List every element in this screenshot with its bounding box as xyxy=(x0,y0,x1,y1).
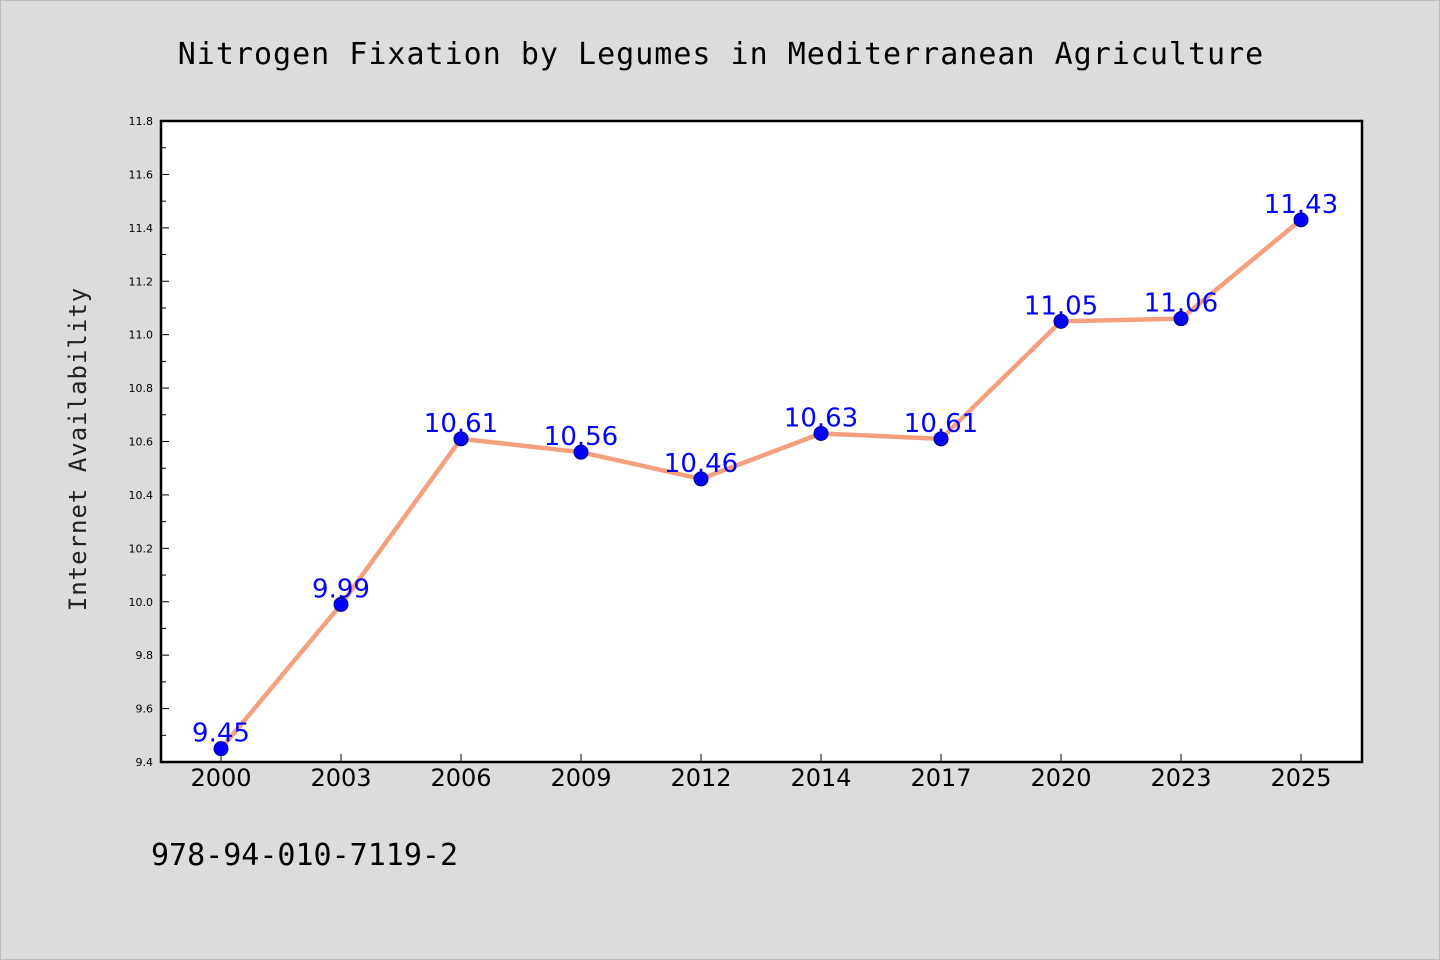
data-label: 10.56 xyxy=(544,422,618,452)
data-labels: 9.45 9.99 10.61 10.56 10.46 10.63 10.61 11.05 11… xyxy=(192,190,1338,749)
y-tick-label: 10.0 xyxy=(129,596,154,609)
data-label: 9.45 xyxy=(192,719,250,749)
x-tick-label: 2020 xyxy=(1030,764,1091,792)
data-label: 11.43 xyxy=(1264,190,1338,220)
y-tick-label: 11.4 xyxy=(129,222,154,235)
plot-frame xyxy=(159,119,1364,764)
y-tick-label: 10.2 xyxy=(129,542,154,555)
y-tick-label: 11.6 xyxy=(129,168,154,181)
data-point xyxy=(573,444,589,460)
data-label: 10.61 xyxy=(904,409,978,439)
data-point xyxy=(813,425,829,441)
x-tick-label: 2017 xyxy=(910,764,971,792)
data-label: 11.06 xyxy=(1144,289,1218,319)
y-tick-label: 10.6 xyxy=(129,436,154,449)
x-tick-label: 2023 xyxy=(1150,764,1211,792)
data-label: 10.46 xyxy=(664,449,738,479)
chart-title: Nitrogen Fixation by Legumes in Mediterr… xyxy=(178,37,1265,72)
data-label: 9.99 xyxy=(312,574,370,604)
y-axis-label: Internet Availability xyxy=(64,287,92,611)
data-point xyxy=(933,431,949,447)
x-axis-ticks: 2000 2003 2006 2009 2012 2014 2017 2020 2023 2025 xyxy=(190,754,1332,792)
plot-area xyxy=(161,121,1362,762)
data-point xyxy=(693,471,709,487)
data-point xyxy=(213,741,229,757)
y-tick-label: 11.8 xyxy=(129,115,154,128)
x-tick-label: 2012 xyxy=(670,764,731,792)
data-label: 11.05 xyxy=(1024,291,1098,321)
x-tick-label: 2003 xyxy=(310,764,371,792)
y-tick-label: 10.4 xyxy=(129,489,154,502)
y-tick-label: 10.8 xyxy=(129,382,154,395)
x-tick-label: 2006 xyxy=(430,764,491,792)
data-point xyxy=(1293,212,1309,228)
y-tick-label: 9.4 xyxy=(136,756,154,769)
y-tick-label: 11.0 xyxy=(129,329,154,342)
data-point xyxy=(1053,313,1069,329)
x-tick-label: 2025 xyxy=(1270,764,1331,792)
data-point xyxy=(1173,311,1189,327)
y-tick-label: 9.6 xyxy=(136,703,154,716)
y-tick-label: 9.8 xyxy=(136,649,154,662)
y-tick-label: 11.2 xyxy=(129,275,154,288)
x-tick-label: 2000 xyxy=(190,764,251,792)
series-line xyxy=(218,217,1304,751)
data-label: 10.61 xyxy=(424,409,498,439)
series-layer xyxy=(213,212,1309,757)
y-axis-ticks: 9.4 9.6 9.8 10.0 10.2 10.4 10.6 10.8 11.0 11.2 11.… xyxy=(129,115,169,769)
isbn-text: 978-94-010-7119-2 xyxy=(151,838,458,873)
x-tick-label: 2014 xyxy=(790,764,851,792)
x-tick-label: 2009 xyxy=(550,764,611,792)
data-point xyxy=(333,596,349,612)
data-label: 10.63 xyxy=(784,403,858,433)
data-point xyxy=(453,431,469,447)
